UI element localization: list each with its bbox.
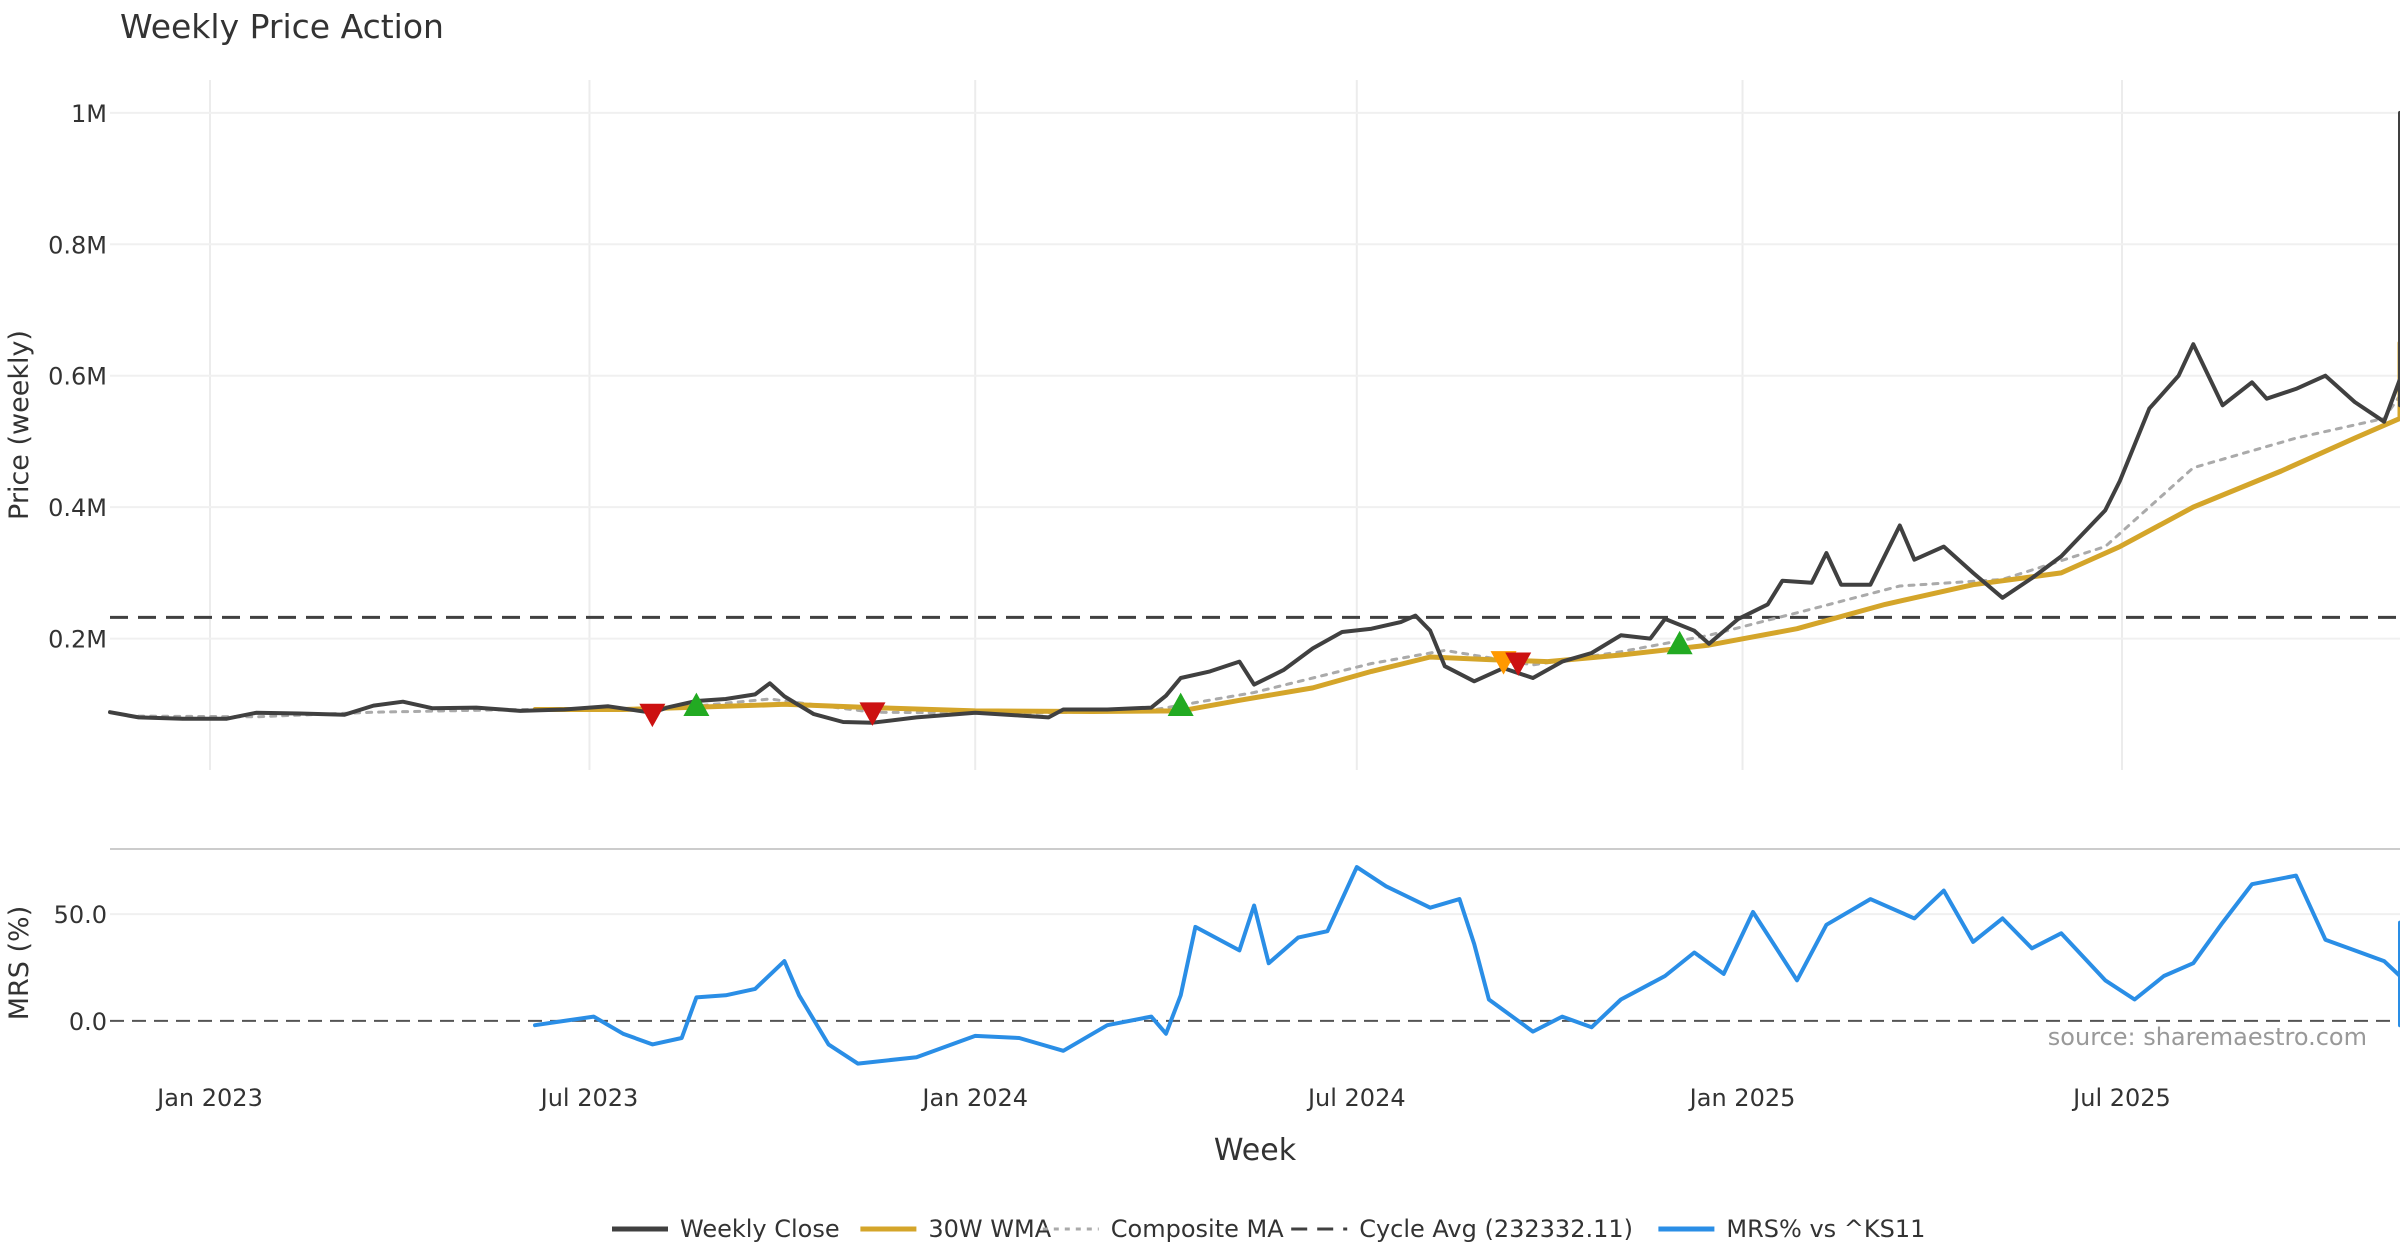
x-tick-label: Jul 2025 [2071, 1084, 2171, 1112]
sell-signal-marker [859, 702, 886, 726]
x-tick-label: Jul 2024 [1306, 1084, 1406, 1112]
y-tick-label: 0.6M [48, 363, 107, 391]
x-axis-label: Week [1214, 1133, 1297, 1168]
legend-item: Cycle Avg (232332.11) [1291, 1215, 1633, 1243]
mrs-tick-label: 0.0 [69, 1008, 107, 1036]
series-line-mrs-vs-ks11 [533, 865, 2400, 1066]
price-y-label: Price (weekly) [4, 330, 35, 520]
sell-signal-marker [639, 703, 666, 728]
x-tick-label: Jan 2023 [155, 1084, 263, 1112]
marker-layer [639, 630, 1693, 728]
x-tick-label: Jan 2025 [1688, 1084, 1796, 1112]
price-grid [110, 80, 2400, 770]
legend-label: Weekly Close [680, 1215, 840, 1243]
y-tick-label: 0.4M [48, 494, 107, 522]
x-ticks: Jan 2023 Jul 2023 Jan 2024 Jul 2024 Jan 2025… [155, 1084, 2171, 1112]
legend-label: Cycle Avg (232332.11) [1359, 1215, 1633, 1243]
mrs-tick-label: 50.0 [54, 901, 107, 929]
x-tick-label: Jul 2023 [539, 1084, 639, 1112]
buy-signal-marker [1167, 692, 1194, 716]
buy-signal-marker [683, 692, 710, 716]
series-line-composite-ma [137, 292, 2400, 719]
legend-label: Composite MA [1111, 1215, 1284, 1243]
legend-item: Weekly Close [612, 1215, 840, 1243]
legend-label: MRS% vs ^KS11 [1726, 1215, 1925, 1243]
legend-label: 30W WMA [928, 1215, 1051, 1243]
series-layer [108, 110, 2400, 725]
y-tick-label: 1M [71, 100, 107, 128]
y-tick-label: 0.2M [48, 626, 107, 654]
legend: Weekly Close 30W WMA Composite MA Cycle Avg… [612, 1215, 1925, 1243]
y-tick-label: 0.8M [48, 231, 107, 259]
legend-item: Composite MA [1042, 1215, 1284, 1243]
sell-signal-marker [1505, 652, 1532, 676]
chart-title: Weekly Price Action [120, 7, 444, 46]
legend-item: MRS% vs ^KS11 [1658, 1215, 1925, 1243]
legend-item: 30W WMA [860, 1215, 1052, 1243]
buy-signal-marker [1666, 630, 1693, 655]
series-line-weekly-close [108, 110, 2400, 725]
series-line-30w-wma [532, 340, 2400, 714]
mrs-layer [533, 865, 2400, 1066]
price-y-ticks: 0.2M 0.4M 0.6M 0.8M 1M [48, 100, 107, 654]
mrs-y-label: MRS (%) [4, 906, 35, 1021]
mrs-y-ticks: 0.0 50.0 [54, 901, 107, 1036]
source-note: source: sharemaestro.com [2048, 1023, 2367, 1051]
x-tick-label: Jan 2024 [920, 1084, 1028, 1112]
